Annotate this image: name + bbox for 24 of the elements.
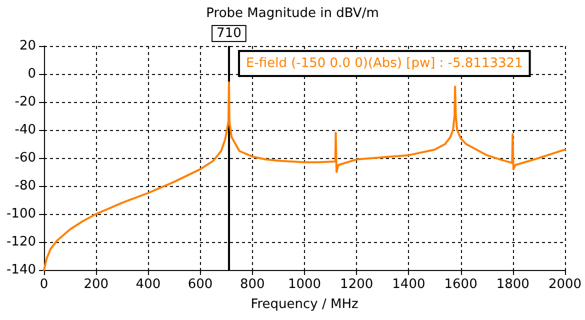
y-tick-label: 0 [28,66,36,82]
y-tick-label: -40 [14,122,36,138]
y-tick-label: -140 [6,262,36,278]
x-tick-label: 1200 [340,277,374,292]
y-tick-label: 20 [19,38,36,54]
y-tick-label: -60 [14,150,36,166]
x-axis-title: Frequency / MHz [250,297,358,312]
x-tick-label: 1000 [288,277,322,292]
x-tick-label: 1600 [444,277,478,292]
x-tick-label: 800 [240,277,265,292]
x-tick-label: 2000 [548,277,582,292]
y-tick-label: -80 [14,178,36,194]
y-tick-label: -120 [6,234,36,250]
x-tick-label: 1400 [392,277,426,292]
x-tick-label: 200 [84,277,109,292]
x-tick-label: 1800 [496,277,530,292]
annotation: E-field (-150 0.0 0)(Abs) [pw] : -5.8113321 [246,56,523,71]
x-tick-label: 0 [40,277,48,292]
y-tick-label: -20 [14,94,36,110]
chart-title: Probe Magnitude in dBV/m [206,6,379,21]
y-tick-label: -100 [6,206,36,222]
ref-line-label: 710 [216,26,242,41]
x-tick-label: 600 [188,277,213,292]
x-tick-label: 400 [136,277,161,292]
